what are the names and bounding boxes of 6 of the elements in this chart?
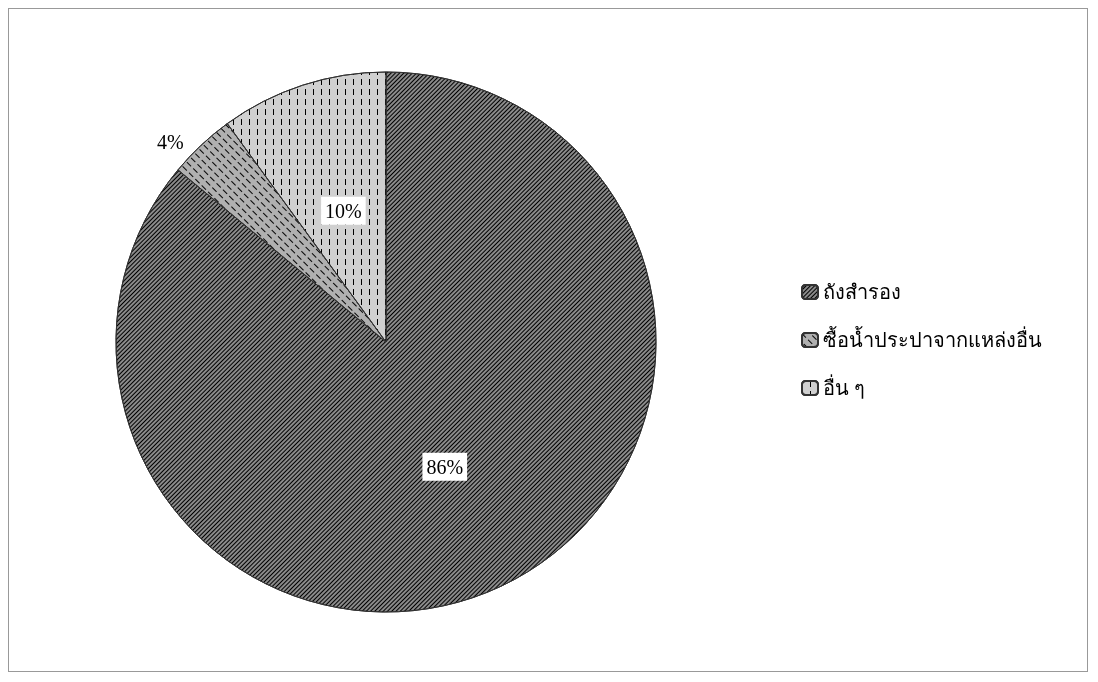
data-label: 86% — [426, 455, 464, 478]
legend-label: ถังสำรอง — [823, 281, 901, 303]
legend-label: อื่น ๆ — [823, 374, 865, 399]
legend-label: ซื้อน้ำประปาจากแหล่งอื่น — [823, 326, 1042, 351]
data-label: 10% — [325, 199, 362, 222]
data-label: 4% — [157, 130, 184, 153]
